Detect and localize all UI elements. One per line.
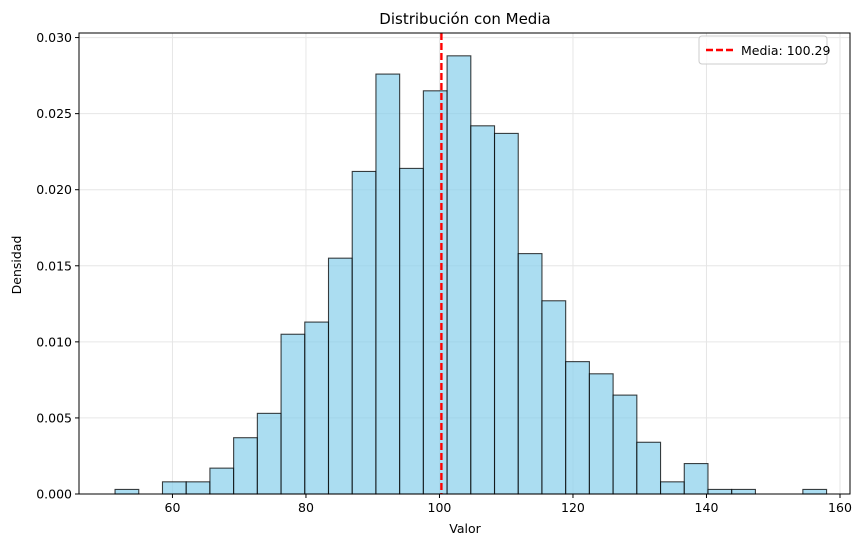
histogram-bar — [659, 481, 685, 495]
x-tick-label: 140 — [695, 500, 719, 515]
histogram-bars — [114, 55, 828, 495]
x-tick-label: 160 — [828, 500, 852, 515]
legend: Media: 100.29 — [698, 35, 831, 65]
y-axis-ticks: 0.000 0.005 0.010 0.015 0.020 0.025 0.030 — [36, 30, 79, 502]
histogram-bar — [731, 488, 756, 495]
histogram-bar — [209, 467, 235, 495]
x-tick-label: 100 — [428, 500, 452, 515]
y-tick-label: 0.000 — [36, 487, 72, 502]
histogram-bar — [446, 55, 472, 495]
histogram-bar — [683, 463, 709, 495]
legend-label-mean: Media: 100.29 — [741, 43, 831, 58]
histogram-bar — [470, 125, 496, 495]
y-tick-label: 0.005 — [36, 410, 72, 425]
histogram-bar — [185, 481, 211, 495]
histogram-bar — [636, 441, 662, 495]
plot-frame — [78, 32, 851, 495]
y-tick-label: 0.025 — [36, 106, 72, 121]
x-tick-label: 120 — [561, 500, 585, 515]
chart-title: Distribución con Media — [379, 10, 550, 28]
y-tick-label: 0.010 — [36, 334, 72, 349]
y-axis-label: Densidad — [9, 236, 24, 295]
histogram-bar — [588, 373, 614, 495]
histogram-bar — [280, 333, 306, 495]
histogram-bar — [517, 253, 543, 495]
histogram-bar — [256, 412, 282, 495]
x-axis-label: Valor — [449, 521, 481, 536]
histogram-bar — [233, 437, 258, 495]
histogram-bar — [612, 394, 638, 495]
histogram-bar — [541, 300, 567, 495]
x-axis-ticks: 60 80 100 120 140 160 — [165, 494, 852, 515]
histogram-bar — [327, 257, 353, 495]
y-tick-label: 0.020 — [36, 182, 72, 197]
x-tick-label: 60 — [165, 500, 181, 515]
histogram-bar — [493, 132, 519, 495]
histogram-bar — [422, 90, 448, 495]
histogram-bar — [114, 488, 140, 495]
histogram-bar — [565, 361, 590, 495]
histogram-bar — [399, 167, 424, 495]
histogram-bar — [161, 481, 187, 495]
y-tick-label: 0.015 — [36, 258, 72, 273]
y-tick-label: 0.030 — [36, 30, 72, 45]
histogram-bar — [802, 488, 828, 495]
histogram-bar — [375, 73, 401, 495]
legend-box — [698, 35, 828, 65]
histogram-bar — [707, 488, 733, 495]
histogram-bar — [351, 170, 377, 495]
x-tick-label: 80 — [298, 500, 314, 515]
histogram-bar — [304, 321, 330, 495]
